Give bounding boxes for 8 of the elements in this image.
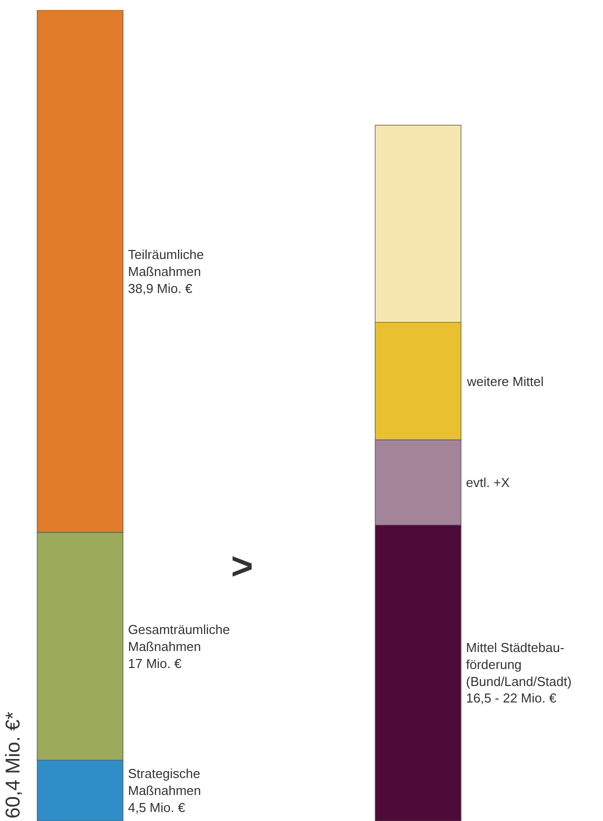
series-label: evtl. +X bbox=[466, 475, 510, 490]
series-label: Gesamträumliche Maßnahmen 17 Mio. € bbox=[128, 622, 230, 671]
annotation: > bbox=[231, 546, 254, 588]
series-label: Teilräumliche Maßnahmen 38,9 Mio. € bbox=[128, 247, 204, 296]
y-axis-title: 60,4 Mio. €* bbox=[2, 712, 24, 818]
series-label: Strategische Maßnahmen 4,5 Mio. € bbox=[128, 766, 201, 815]
series-label: Mittel Städtebau- förderung (Bund/Land/Stadt) 16,5 - 22 Mio. € bbox=[466, 640, 572, 706]
series-label: weitere Mittel bbox=[466, 374, 544, 389]
